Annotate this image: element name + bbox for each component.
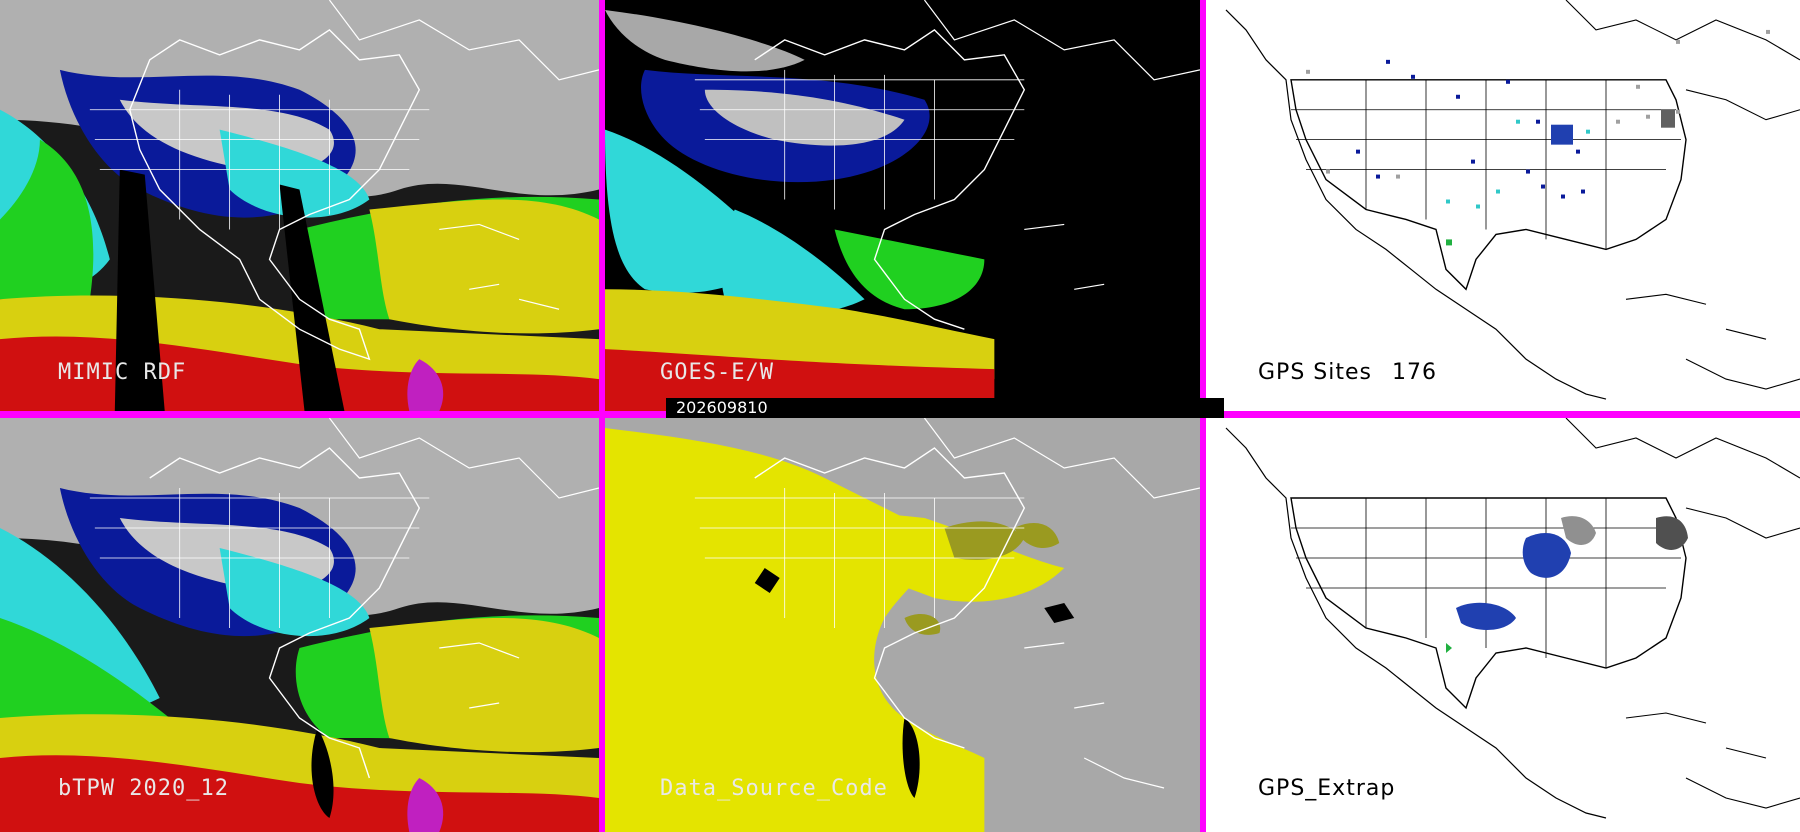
goes-tpw-field — [605, 0, 1200, 411]
panel-mimic-rdf: MIMIC RDF — [0, 0, 599, 411]
panel-label-gps-sites: GPS Sites — [1258, 360, 1372, 385]
panel-label-data-source: Data_Source_Code — [660, 776, 888, 801]
gps-sites-count: 176 — [1392, 360, 1437, 385]
timestamp-bar: 202609810 — [666, 398, 1224, 418]
panel-gps-extrap: GPS_Extrap — [1206, 418, 1800, 832]
panel-label-goes: GOES-E/W — [660, 360, 774, 385]
gps-extrap-map — [1206, 418, 1800, 832]
btpw-field — [0, 418, 599, 832]
gps-sites-map — [1206, 0, 1800, 411]
panel-data-source-code: Data_Source_Code — [605, 418, 1200, 832]
panel-label-gps-extrap: GPS_Extrap — [1258, 776, 1396, 801]
panel-label-btpw: bTPW 2020_12 — [58, 776, 229, 801]
data-source-field — [605, 418, 1200, 832]
mimic-tpw-field — [0, 0, 599, 411]
panel-gps-sites: GPS Sites 176 — [1206, 0, 1800, 411]
panel-label-mimic: MIMIC RDF — [58, 360, 187, 385]
panel-btpw: bTPW 2020_12 — [0, 418, 599, 832]
panel-goes-ew: GOES-E/W — [605, 0, 1200, 411]
